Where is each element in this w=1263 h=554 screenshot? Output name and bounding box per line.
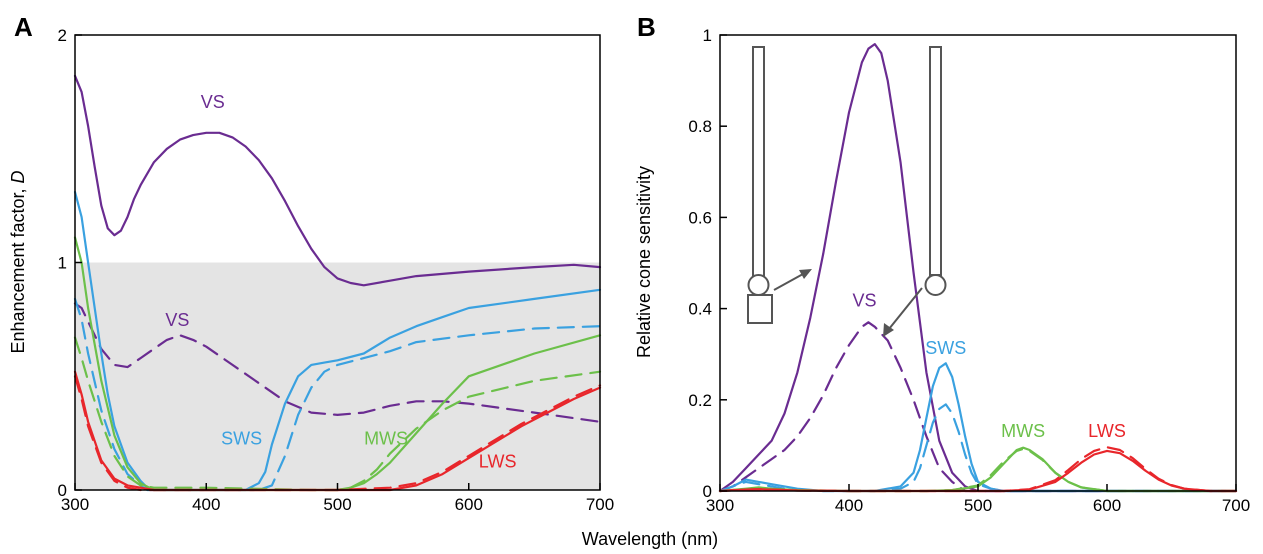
panel-a-y-axis-label-text: Enhancement factor, [8, 183, 28, 353]
panel-a-series-vs-dashed [73, 302, 602, 423]
panel-b-series-sws-dashed [718, 403, 1238, 493]
panel-b-ticks: 300 400 500 600 700 0 0.2 0.4 0.6 0.8 1 [688, 26, 1250, 515]
panel-b-axes-frame [719, 34, 1237, 492]
panel-a-y-axis-variable: D [8, 170, 28, 183]
panel-b-series-label-sws: SWS [925, 338, 966, 358]
panel-b-series-label-lws: LWS [1088, 421, 1126, 441]
panel-b-series-sws-solid [718, 362, 1238, 493]
panel-b-y-axis-label: Relative cone sensitivity [634, 166, 654, 358]
panel-b-y-tick-label: 0.4 [688, 300, 712, 319]
panel-a-series-sws-dashed [73, 297, 602, 492]
photoreceptor-schematic-right [924, 46, 947, 296]
panel-b-y-tick-label: 0 [703, 482, 712, 501]
x-axis-label: Wavelength (nm) [582, 529, 718, 549]
arrow-to-vs-dashed-line [888, 287, 923, 330]
panel-b-x-tick-label: 700 [1222, 496, 1250, 515]
panel-a: 300 400 500 600 700 0 1 2 VS VS SWS MWS LWS A Enhan… [8, 12, 614, 514]
arrow-to-vs-solid-head [799, 269, 812, 279]
panel-b-y-tick-label: 0.2 [688, 391, 712, 410]
panel-a-y-tick-label: 1 [58, 254, 67, 273]
photoreceptor-left-inner-segment [747, 294, 773, 324]
panel-b-series-vs-dashed [718, 321, 1238, 493]
shaded-region-below-one [75, 262, 600, 490]
panel-b-series-vs-solid [718, 43, 1238, 493]
panel-b: 300 400 500 600 700 0 0.2 0.4 0.6 0.8 1 VS SWS MWS LW… [634, 12, 1250, 515]
panel-a-series-label-sws: SWS [221, 429, 262, 449]
panel-a-y-tick-label: 0 [58, 481, 67, 500]
panel-a-y-axis-label: Enhancement factor, D [8, 170, 28, 353]
panel-b-y-tick-label: 1 [703, 26, 712, 45]
panel-a-series-sws-solid [73, 190, 602, 492]
panel-a-series-label-vs: VS [201, 92, 225, 112]
arrow-to-vs-solid-line [773, 273, 804, 291]
panel-a-series-vs-solid [73, 74, 602, 287]
panel-b-x-tick-label: 600 [1093, 496, 1121, 515]
panel-b-x-tick-label: 300 [706, 496, 734, 515]
panel-a-series-label-mws: MWS [364, 429, 408, 449]
panel-a-y-tick-label: 2 [58, 26, 67, 45]
panel-b-x-tick-label: 500 [964, 496, 992, 515]
panel-a-annotations: VS VS SWS MWS LWS [165, 92, 516, 471]
pointer-arrows [773, 269, 923, 337]
photoreceptor-right-outer-segment [929, 46, 942, 276]
panel-b-x-tick-label: 400 [835, 496, 863, 515]
panel-a-x-tick-label: 600 [455, 495, 483, 514]
panel-b-series-lws-dashed [718, 446, 1238, 493]
panel-b-y-tick-label: 0.8 [688, 117, 712, 136]
panel-a-x-tick-label: 300 [61, 495, 89, 514]
panel-b-series-label-mws: MWS [1001, 421, 1045, 441]
panel-a-label: A [14, 12, 33, 42]
panel-a-ticks: 300 400 500 600 700 0 1 2 [58, 26, 615, 514]
panel-b-y-tick-label: 0.6 [688, 208, 712, 227]
panel-b-label: B [637, 12, 656, 42]
photoreceptor-left-outer-segment [752, 46, 765, 278]
photoreceptor-schematic-left [747, 46, 773, 324]
panel-a-series-label-lws: LWS [479, 451, 517, 471]
panel-b-series [718, 43, 1238, 493]
panel-a-x-tick-label: 500 [323, 495, 351, 514]
panel-a-x-tick-label: 400 [192, 495, 220, 514]
panel-b-series-label-vs: VS [852, 290, 876, 310]
panel-a-x-tick-label: 700 [586, 495, 614, 514]
panel-b-annotations: VS SWS MWS LWS [852, 290, 1125, 441]
photoreceptor-right-oil-droplet [924, 274, 947, 296]
panel-a-series-label-vs: VS [165, 310, 189, 330]
arrow-to-vs-dashed-head [883, 323, 894, 337]
photoreceptor-left-oil-droplet [747, 274, 770, 296]
